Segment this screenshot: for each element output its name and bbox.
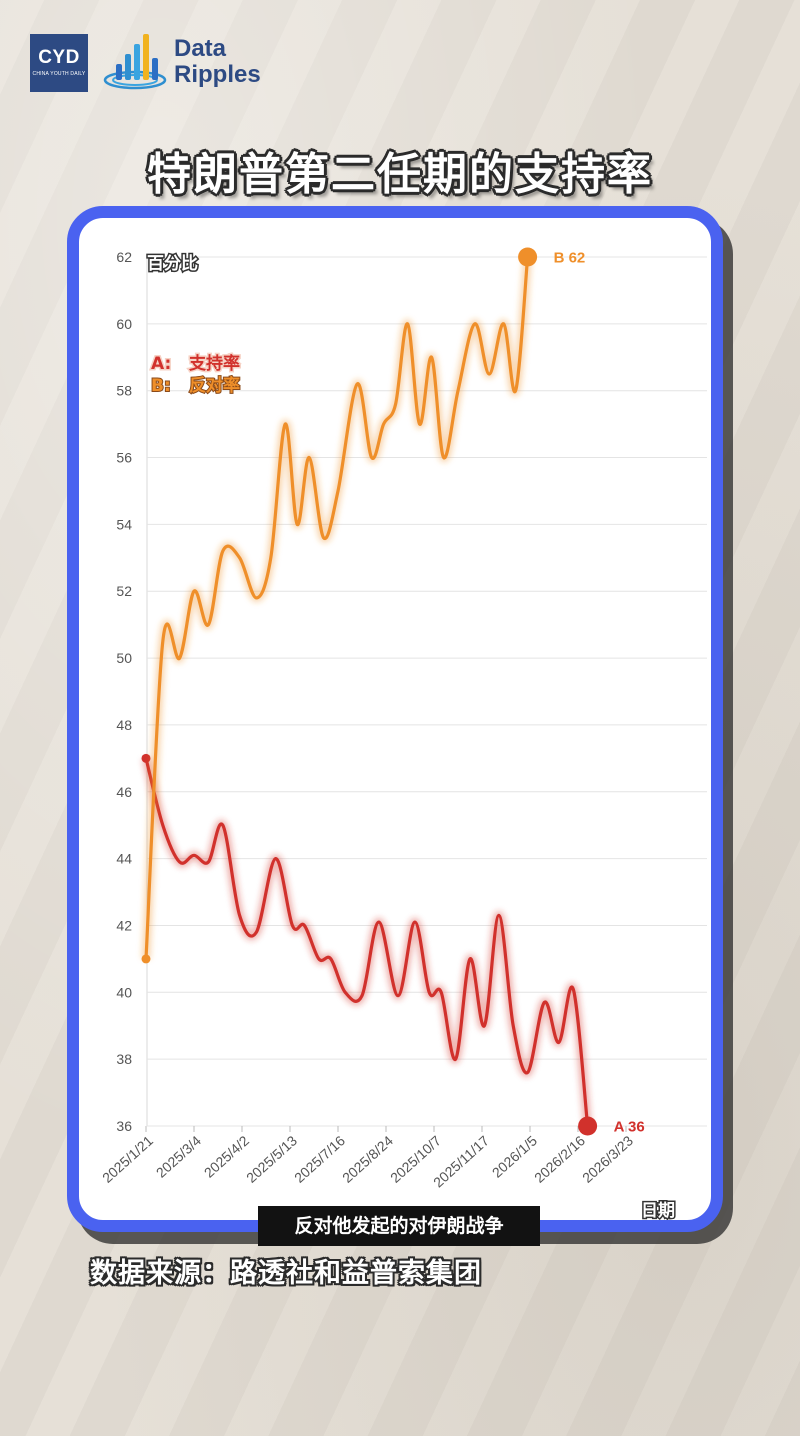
- y-tick-label: 52: [116, 583, 132, 599]
- x-tick-label: 2025/8/24: [339, 1132, 396, 1186]
- y-tick-label: 62: [116, 249, 132, 265]
- series-glow-a: [141, 757, 593, 1127]
- ripples-bars-icon: [103, 34, 167, 90]
- y-tick-label: 38: [116, 1051, 132, 1067]
- data-ripples-logo: Data Ripples: [102, 30, 282, 94]
- y-axis-ticks: 36 38 40 42 44 46 48 50 52 54 56 58 60 62: [116, 249, 132, 1134]
- subtitle-band: 反对他发起的对伊朗战争: [258, 1206, 540, 1246]
- brand-line-2: Ripples: [174, 61, 261, 88]
- y-tick-label: 48: [116, 717, 132, 733]
- series-line-b: [144, 255, 530, 961]
- y-axis-label: 百分比: [147, 253, 198, 274]
- y-tick-label: 44: [116, 851, 132, 867]
- x-tick-label: 2025/7/16: [291, 1132, 348, 1186]
- legend-label-a: 支持率: [189, 353, 240, 374]
- series-start-point-a: [141, 753, 151, 763]
- x-axis-ticks: 2025/1/212025/3/42025/4/22025/5/132025/7…: [99, 1126, 636, 1190]
- legend-key-a: A:: [151, 354, 171, 374]
- brand-line-1: Data: [174, 35, 227, 62]
- series-end-point-b: [518, 247, 538, 267]
- series-line-a: [144, 756, 590, 1128]
- y-tick-label: 56: [116, 450, 132, 466]
- x-axis-label: 日期: [641, 1201, 675, 1220]
- y-tick-label: 58: [116, 383, 132, 399]
- y-tick-label: 60: [116, 316, 132, 332]
- series-end-label-b: B 62: [554, 250, 586, 267]
- x-tick-label: 2025/1/21: [99, 1132, 156, 1186]
- y-tick-label: 46: [116, 784, 132, 800]
- cyd-logo-text: CYD: [38, 47, 80, 68]
- chart-card: 36 38 40 42 44 46 48 50 52 54 56 58 60 62 2025/1/21 20…: [67, 206, 723, 1232]
- series-start-point-b: [141, 954, 151, 964]
- x-tick-label: 2025/3/4: [153, 1132, 204, 1180]
- x-tick-label: 2026/2/16: [531, 1132, 588, 1186]
- series-end-point-a: [578, 1116, 598, 1136]
- page-title: 特朗普第二任期的支持率: [147, 149, 653, 200]
- cyd-logo-subtext: CHINA YOUTH DAILY: [32, 71, 86, 77]
- y-tick-label: 50: [116, 650, 132, 666]
- y-tick-label: 42: [116, 917, 132, 933]
- series-lines: A 36 B 62: [141, 247, 645, 1136]
- grid-lines: [146, 256, 707, 1127]
- source-note: 数据来源：路透社和益普索集团: [90, 1258, 482, 1289]
- cyd-logo: CYD CHINA YOUTH DAILY: [30, 34, 88, 92]
- x-tick-label: 2026/3/23: [579, 1132, 636, 1186]
- legend-key-b: B:: [151, 376, 171, 396]
- y-tick-label: 40: [116, 984, 132, 1000]
- legend: A: 支持率 B: 反对率: [150, 352, 242, 398]
- x-tick-label: 2025/5/13: [243, 1132, 300, 1186]
- y-tick-label: 54: [116, 516, 132, 532]
- series-end-label-a: A 36: [614, 1119, 645, 1136]
- y-tick-label: 36: [116, 1118, 132, 1134]
- legend-label-b: 反对率: [189, 375, 240, 396]
